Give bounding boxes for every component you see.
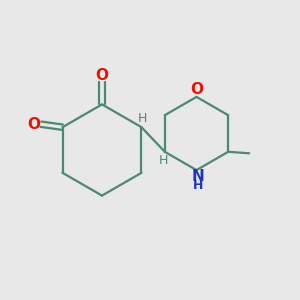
Text: O: O	[190, 82, 203, 97]
Text: H: H	[137, 112, 147, 125]
Text: H: H	[193, 179, 203, 192]
Text: O: O	[27, 117, 40, 132]
Text: H: H	[159, 154, 168, 167]
Text: O: O	[95, 68, 109, 83]
Text: N: N	[192, 169, 204, 184]
